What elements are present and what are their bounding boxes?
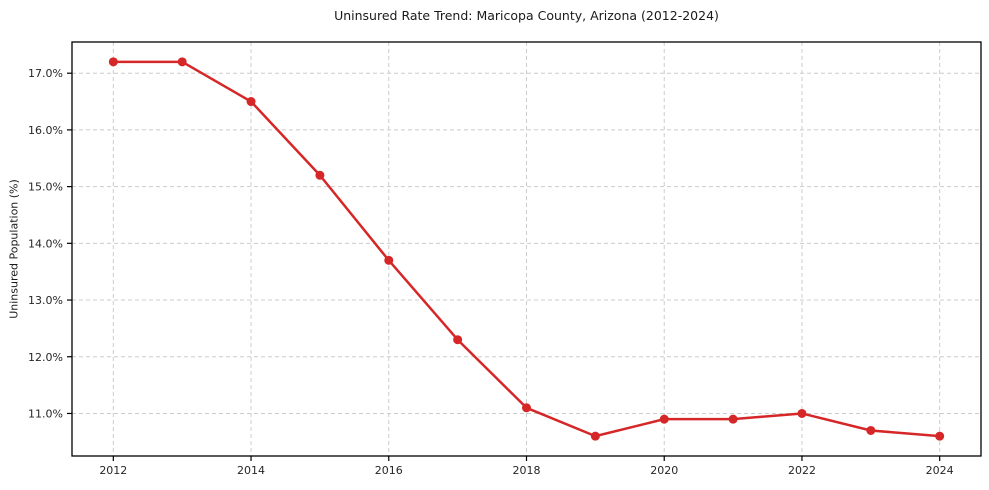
data-point bbox=[522, 403, 531, 413]
x-tick-label: 2024 bbox=[926, 464, 954, 477]
y-tick-label: 15.0% bbox=[28, 181, 63, 194]
y-tick-label: 11.0% bbox=[28, 407, 63, 420]
x-tick-label: 2022 bbox=[788, 464, 816, 477]
y-tick-label: 13.0% bbox=[28, 294, 63, 307]
x-tick-label: 2012 bbox=[99, 464, 127, 477]
y-tick-label: 14.0% bbox=[28, 237, 63, 250]
data-point bbox=[453, 335, 463, 345]
data-point bbox=[590, 431, 600, 441]
data-point bbox=[384, 255, 394, 265]
data-point bbox=[315, 170, 325, 180]
x-tick-label: 2014 bbox=[237, 464, 265, 477]
y-tick-label: 16.0% bbox=[28, 124, 63, 137]
y-tick-label: 17.0% bbox=[28, 67, 63, 80]
data-point bbox=[797, 408, 807, 418]
x-tick-label: 2018 bbox=[513, 464, 541, 477]
x-tick-label: 2020 bbox=[650, 464, 678, 477]
data-point bbox=[246, 97, 256, 107]
x-tick-label: 2016 bbox=[375, 464, 403, 477]
chart-title: Uninsured Rate Trend: Maricopa County, A… bbox=[334, 8, 719, 23]
data-point bbox=[935, 431, 945, 441]
data-point bbox=[728, 414, 738, 424]
y-tick-label: 12.0% bbox=[28, 351, 63, 364]
data-point bbox=[177, 57, 187, 67]
data-point bbox=[659, 414, 669, 424]
data-point bbox=[108, 57, 118, 67]
data-point bbox=[866, 425, 876, 435]
